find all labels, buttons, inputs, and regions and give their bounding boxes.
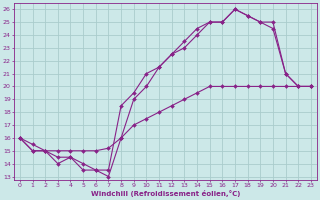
X-axis label: Windchill (Refroidissement éolien,°C): Windchill (Refroidissement éolien,°C) <box>91 190 240 197</box>
